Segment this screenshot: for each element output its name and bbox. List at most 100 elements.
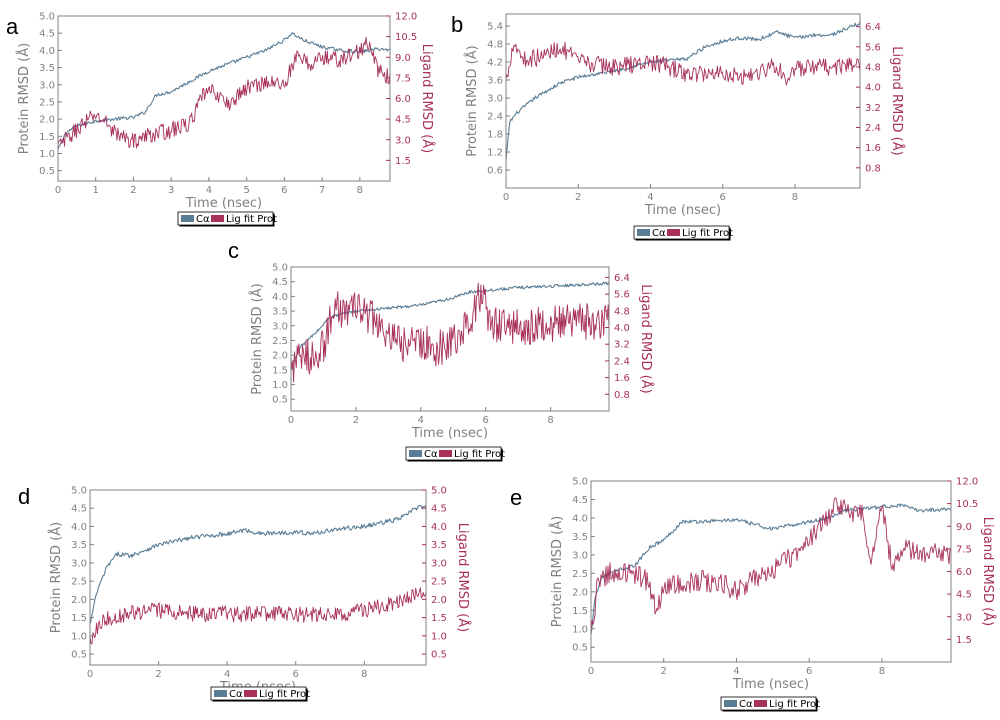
protein-rmsd-series [57, 32, 391, 150]
legend-box [720, 696, 817, 711]
y2-tick-label: 4.8 [865, 62, 881, 73]
x-tick-label: 1 [93, 185, 99, 196]
y2-tick-label: 3.0 [431, 558, 447, 569]
panel-c: c 0 2 4 6 8 0.5 1.0 1.5 2.0 2.5 3.0 3.5 4.0 4.5 5.0 0.8 1… [228, 238, 654, 462]
y2-tick-label: 4.5 [431, 504, 447, 515]
y-tick-label: 3.5 [572, 532, 588, 543]
x-tick-label: 2 [661, 666, 667, 677]
y2-tick-label: 5.0 [431, 486, 447, 497]
x-tick-label: 0 [87, 669, 93, 680]
y2-axis-label: Ligand RMSD (Å) [638, 284, 654, 393]
plot-frame [290, 266, 610, 412]
y-tick-label: 3.5 [71, 540, 87, 551]
y-tick-label: 2.0 [71, 595, 87, 606]
y-tick-label: 4.5 [572, 495, 588, 506]
panel-a: a 0 1 2 3 4 5 6 7 8 0.5 1.0 1.5 2.0 2.5 3.0 3.5 4.0 4.5 5.0… [6, 12, 435, 227]
legend-swatch-protein [409, 450, 422, 457]
y-tick-label: 4.5 [71, 504, 87, 515]
x-tick-label: 0 [55, 185, 61, 196]
x-tick-label: 5 [243, 185, 249, 196]
legend-swatch-ligand [244, 690, 257, 697]
y-tick-label: 4.5 [272, 277, 288, 288]
legend-label-protein: Cα [739, 699, 753, 710]
legend-label-ligand: Lig fit Prot [682, 228, 733, 239]
y2-tick-label: 6.4 [614, 273, 630, 284]
legend-swatch-ligand [667, 229, 680, 236]
legend-label-ligand: Lig fit Prot [769, 699, 820, 710]
y-tick-label: 3.6 [487, 76, 503, 87]
y-axis-label: Protein RMSD (Å) [48, 522, 64, 633]
legend: Cα Lig fit Prot [210, 686, 310, 702]
x-tick-label: 4 [206, 185, 212, 196]
legend-swatch-protein [214, 690, 227, 697]
y2-tick-label: 0.5 [431, 650, 447, 661]
x-tick-label: 6 [720, 192, 726, 203]
legend-label-protein: Cα [196, 214, 210, 225]
y2-tick-label: 1.6 [614, 373, 630, 384]
y2-tick-label: 3.0 [395, 135, 411, 146]
y2-tick-label: 5.6 [614, 290, 630, 301]
x-tick-label: 0 [503, 192, 509, 203]
y-tick-label: 1.0 [572, 624, 588, 635]
legend-label-ligand: Lig fit Prot [259, 689, 310, 700]
x-tick-label: 2 [155, 669, 161, 680]
y2-tick-label: 10.5 [956, 499, 978, 510]
y2-axis-label: Ligand RMSD (Å) [419, 44, 435, 153]
y-tick-label: 3.0 [39, 80, 55, 91]
y-tick-label: 1.5 [71, 613, 87, 624]
panel-b: b 0 2 4 6 8 0.6 1.2 1.8 2.4 3.0 3.6 4.2 4.8 5.4 0.8 1.6 2… [451, 12, 905, 241]
legend-box [633, 225, 730, 240]
y2-tick-label: 0.8 [865, 163, 881, 174]
y2-tick-label: 2.4 [865, 123, 881, 134]
y2-tick-label: 3.5 [431, 540, 447, 551]
y-tick-label: 2.4 [487, 112, 503, 123]
plot-frame [57, 15, 391, 182]
y-tick-label: 5.0 [272, 263, 288, 274]
y2-tick-label: 10.5 [395, 32, 417, 43]
y2-tick-label: 12.0 [956, 477, 978, 488]
y2-tick-label: 0.8 [614, 390, 630, 401]
legend: Cα Lig fit Prot [633, 225, 733, 241]
protein-rmsd-series [590, 503, 952, 636]
legend-swatch-ligand [754, 700, 767, 707]
protein-rmsd-series [89, 504, 427, 625]
y-tick-label: 3.0 [71, 558, 87, 569]
x-tick-label: 0 [588, 666, 594, 677]
y2-tick-label: 1.6 [865, 143, 881, 154]
y2-tick-label: 12.0 [395, 12, 417, 23]
x-tick-label: 8 [357, 185, 363, 196]
y-tick-label: 2.5 [272, 336, 288, 347]
x-tick-label: 2 [353, 415, 359, 426]
y-axis-label: Protein RMSD (Å) [464, 45, 480, 156]
y-tick-label: 2.5 [71, 577, 87, 588]
y2-tick-label: 3.0 [956, 612, 972, 623]
y2-axis-label: Ligand RMSD (Å) [455, 523, 471, 632]
y2-tick-label: 5.6 [865, 42, 881, 53]
y-tick-label: 4.2 [487, 58, 503, 69]
y2-tick-label: 6.0 [956, 567, 972, 578]
y2-tick-label: 1.0 [431, 631, 447, 642]
y-tick-label: 1.0 [39, 149, 55, 160]
y2-tick-label: 2.5 [431, 577, 447, 588]
ligand-rmsd-series [89, 587, 427, 645]
x-tick-label: 4 [647, 192, 653, 203]
x-tick-label: 4 [733, 666, 739, 677]
y2-axis-label: Ligand RMSD (Å) [980, 517, 996, 626]
legend-swatch-protein [724, 700, 737, 707]
y-tick-label: 3.5 [272, 307, 288, 318]
y-tick-label: 3.0 [572, 550, 588, 561]
y-tick-label: 1.2 [487, 148, 503, 159]
y2-tick-label: 4.0 [865, 83, 881, 94]
x-tick-label: 7 [319, 185, 325, 196]
y-tick-label: 3.0 [487, 94, 503, 105]
ligand-rmsd-series [57, 36, 391, 149]
y-tick-label: 2.5 [39, 97, 55, 108]
y-tick-label: 1.5 [572, 606, 588, 617]
panel-letter: c [228, 238, 239, 263]
ligand-rmsd-series [505, 41, 861, 86]
y2-tick-label: 3.2 [865, 103, 881, 114]
plot-frame [89, 489, 427, 666]
y2-tick-label: 9.0 [956, 522, 972, 533]
y2-tick-label: 6.0 [395, 94, 411, 105]
